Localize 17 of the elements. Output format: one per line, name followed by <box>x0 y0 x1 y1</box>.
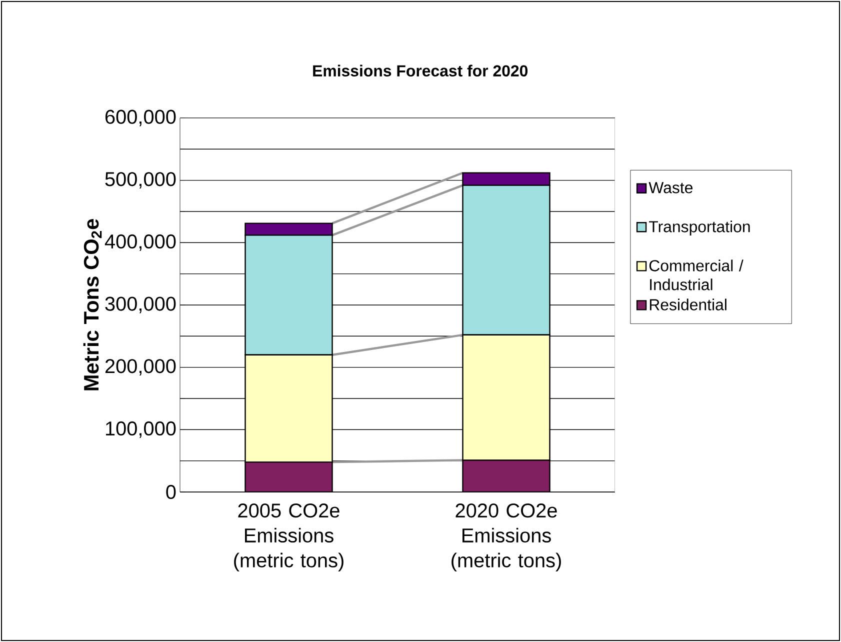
bar <box>244 461 333 492</box>
y-axis-title: Metric Tons CO$_{2}$e <box>83 219 102 390</box>
y-tick-label: 100,000 <box>106 421 176 438</box>
x-tick-label: 2020 CO2e Emissions (metric tons) <box>452 504 561 572</box>
y-tick-label: 500,000 <box>105 172 176 189</box>
y-tick-label: 600,000 <box>105 110 176 126</box>
legend-label: Transportation <box>648 220 750 236</box>
bar <box>462 460 550 492</box>
legend-label: Waste <box>648 182 693 194</box>
chart-title: Emissions Forecast for 2020 <box>313 64 528 76</box>
y-tick-label: 300,000 <box>105 296 176 314</box>
y-tick-label: 0 <box>166 484 176 500</box>
legend-label: Residential <box>650 298 726 310</box>
y-tick-label: 200,000 <box>105 359 176 376</box>
x-tick-label: 2005 CO2e Emissions (metric tons) <box>234 504 344 572</box>
y-tick-label: 400,000 <box>104 234 176 251</box>
legend-label: Commercial / Industrial <box>649 260 744 290</box>
